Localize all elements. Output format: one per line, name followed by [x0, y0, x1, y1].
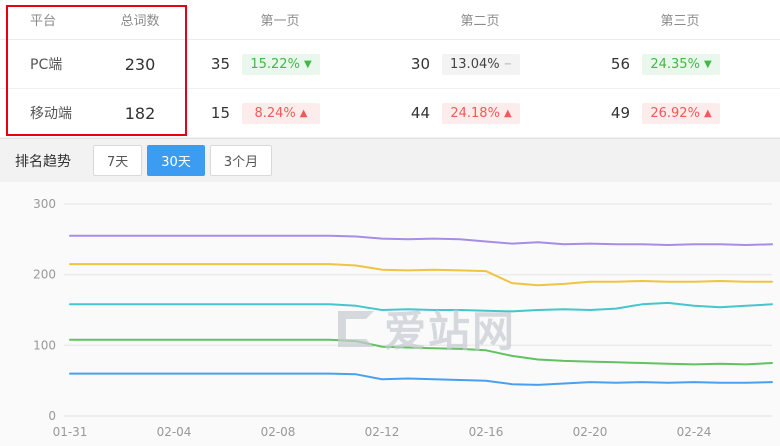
page2-cell: 30 13.04% − — [380, 53, 580, 75]
down-arrow-icon: ▼ — [703, 58, 712, 70]
tab-3months[interactable]: 3个月 — [209, 145, 273, 176]
y-tick-label: 300 — [33, 197, 56, 211]
x-tick-label: 01-31 — [53, 425, 88, 439]
line-yellow — [69, 263, 773, 287]
line-purple — [69, 234, 773, 246]
y-tick-label: 100 — [33, 338, 56, 352]
line-blue — [69, 372, 773, 386]
table-header-row: 平台 总词数 第一页 第二页 第三页 — [0, 0, 780, 40]
page1-cell: 35 15.22% ▼ — [180, 53, 380, 75]
line-green — [69, 338, 773, 366]
page1-count: 15 — [210, 104, 230, 122]
col-header-page2: 第二页 — [460, 14, 500, 29]
total-words-value: 182 — [124, 103, 156, 123]
y-tick-label: 0 — [48, 409, 56, 423]
tab-7days[interactable]: 7天 — [93, 145, 143, 176]
up-arrow-icon: ▲ — [299, 107, 308, 119]
page2-cell: 44 24.18% ▲ — [380, 102, 580, 124]
change-badge: 8.24% ▲ — [242, 102, 320, 124]
page1-cell: 15 8.24% ▲ — [180, 102, 380, 124]
col-header-page1: 第一页 — [260, 14, 300, 29]
table-row-pc: PC端 230 35 15.22% ▼ 30 13.04% − 56 24.35 — [0, 40, 780, 89]
change-badge: 24.18% ▲ — [442, 102, 520, 124]
up-arrow-icon: ▲ — [703, 107, 712, 119]
up-arrow-icon: ▲ — [503, 107, 512, 119]
change-badge: 26.92% ▲ — [642, 102, 720, 124]
trend-chart-area: 0 100 200 300 01-31 02-04 02-08 02-12 02-16 02-20… — [0, 182, 780, 446]
change-percent: 8.24% — [254, 105, 296, 121]
page1-count: 35 — [210, 55, 230, 73]
change-percent: 24.18% — [450, 105, 500, 121]
change-badge: 15.22% ▼ — [242, 53, 320, 75]
table-row-mobile: 移动端 182 15 8.24% ▲ 44 24.18% ▲ 49 26.92% — [0, 89, 780, 138]
trend-toolbar: 排名趋势 7天 30天 3个月 — [0, 138, 780, 182]
page2-count: 30 — [410, 55, 430, 73]
platform-label: 移动端 — [30, 106, 72, 122]
tab-30days[interactable]: 30天 — [147, 145, 205, 176]
x-tick-label: 02-24 — [677, 425, 712, 439]
x-tick-label: 02-08 — [261, 425, 296, 439]
change-percent: 24.35% — [650, 56, 700, 72]
x-tick-label: 02-20 — [573, 425, 608, 439]
col-header-page3: 第三页 — [660, 14, 700, 29]
y-tick-label: 200 — [33, 268, 56, 282]
change-percent: 15.22% — [250, 56, 300, 72]
change-badge: 24.35% ▼ — [642, 53, 720, 75]
keyword-stats-table: 平台 总词数 第一页 第二页 第三页 PC端 230 35 15.22% ▼ 3… — [0, 0, 780, 138]
page2-count: 44 — [410, 104, 430, 122]
change-badge: 13.04% − — [442, 53, 520, 75]
line-teal — [69, 301, 773, 313]
trend-chart: 0 100 200 300 01-31 02-04 02-08 02-12 02-16 02-20… — [33, 197, 773, 439]
page3-cell: 49 26.92% ▲ — [580, 102, 780, 124]
x-tick-label: 02-04 — [157, 425, 192, 439]
col-header-platform: 平台 — [30, 14, 57, 29]
down-arrow-icon: ▼ — [303, 58, 312, 70]
total-words-value: 230 — [124, 54, 156, 74]
change-percent: 26.92% — [650, 105, 700, 121]
page3-count: 49 — [610, 104, 630, 122]
x-tick-label: 02-12 — [365, 425, 400, 439]
platform-label: PC端 — [30, 57, 63, 73]
flat-dash-icon: − — [503, 58, 512, 70]
page3-count: 56 — [610, 55, 630, 73]
col-header-total-words: 总词数 — [120, 14, 160, 29]
x-tick-label: 02-16 — [469, 425, 504, 439]
change-percent: 13.04% — [450, 56, 500, 72]
trend-section-title: 排名趋势 — [15, 153, 71, 170]
page3-cell: 56 24.35% ▼ — [580, 53, 780, 75]
